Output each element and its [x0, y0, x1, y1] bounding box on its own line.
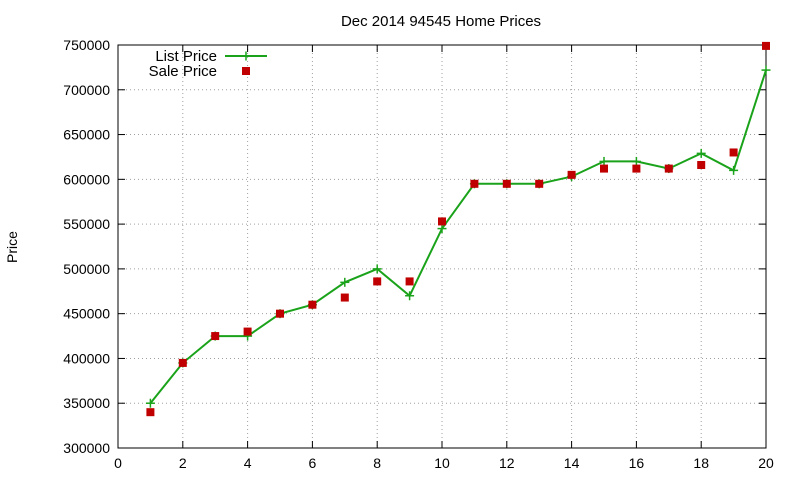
legend-label-sale-price: Sale Price [149, 63, 217, 80]
sale-price-point [729, 148, 738, 157]
y-axis-label: Price [4, 231, 20, 263]
sale-price-point [405, 277, 414, 286]
list-price-point [696, 148, 706, 158]
y-tick-label: 550000 [63, 216, 110, 232]
sale-price-point [470, 179, 479, 188]
sale-price-point [502, 179, 511, 188]
x-tick-label: 0 [114, 455, 122, 471]
chart-title: Dec 2014 94545 Home Prices [341, 13, 541, 30]
list-price-point [372, 264, 382, 274]
x-tick-label: 6 [309, 455, 317, 471]
x-tick-label: 2 [179, 455, 187, 471]
sale-price-point [600, 164, 608, 173]
sale-price-point [373, 277, 382, 286]
x-tick-label: 10 [434, 455, 450, 471]
y-tick-label: 450000 [63, 306, 110, 322]
y-tick-label: 400000 [63, 350, 110, 366]
y-tick-label: 350000 [63, 395, 110, 411]
y-tick-label: 600000 [63, 171, 110, 187]
sale-price-point [567, 170, 576, 179]
y-tick-label: 750000 [63, 37, 110, 53]
list-price-point [599, 156, 609, 166]
list-price-point [761, 65, 771, 75]
list-price-point [631, 156, 641, 166]
plot-frame [117, 44, 767, 449]
sale-price-point [632, 164, 641, 173]
legend-marker-list-price [241, 51, 251, 61]
list-price-point [145, 398, 155, 408]
sale-price-point [178, 358, 187, 367]
y-tick-label: 500000 [63, 261, 110, 277]
x-tick-label: 16 [629, 455, 645, 471]
sale-price-point [664, 164, 673, 173]
sale-price-point [146, 408, 155, 417]
sale-price-point [308, 300, 317, 309]
y-tick-label: 650000 [63, 127, 110, 143]
x-tick-label: 8 [373, 455, 381, 471]
sale-price-point [211, 332, 220, 341]
list-price-line [149, 69, 767, 404]
legend-marker-sale-price [242, 67, 250, 75]
axis-ticks: 300000 350000 400000 450000 500000 550000 6000… [63, 37, 774, 471]
x-tick-label: 18 [693, 455, 709, 471]
sale-price-point [697, 161, 706, 170]
sale-price-point [276, 309, 284, 318]
sale-price-point [340, 293, 349, 302]
grid-lines [118, 45, 766, 448]
list-price-point [437, 224, 447, 234]
sale-price-point [243, 327, 252, 336]
legend-label-list-price: List Price [155, 48, 217, 65]
y-tick-label: 300000 [63, 440, 110, 456]
x-tick-label: 12 [499, 455, 515, 471]
data-series [145, 41, 771, 417]
y-tick-label: 700000 [63, 82, 110, 98]
x-tick-label: 4 [244, 455, 252, 471]
sale-price-point [535, 179, 544, 188]
x-tick-label: 20 [758, 455, 774, 471]
x-tick-label: 14 [564, 455, 580, 471]
sale-price-point [762, 41, 770, 50]
list-price-point [340, 277, 350, 287]
list-price-point [729, 165, 739, 175]
sale-price-point [438, 217, 446, 226]
list-price-point [405, 291, 415, 301]
